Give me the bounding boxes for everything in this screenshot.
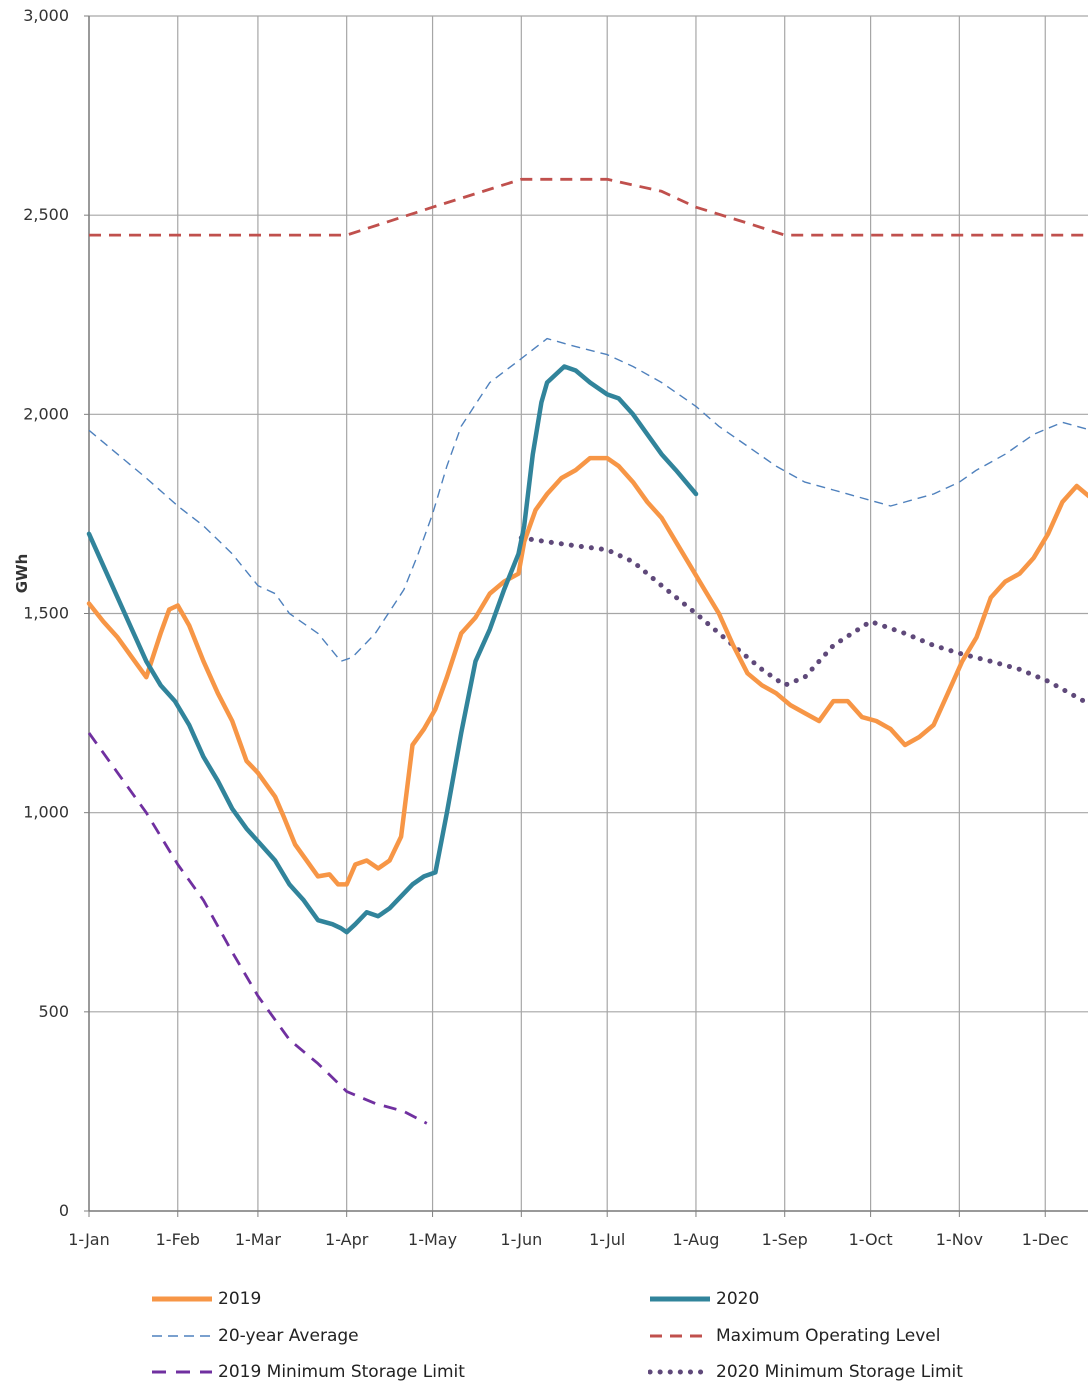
gridlines bbox=[84, 15, 1088, 1217]
x-tick-label: 1-Sep bbox=[762, 1230, 808, 1249]
legend-swatch-2020-minimum-storage-limit bbox=[648, 1369, 712, 1375]
x-axis-tick-labels: 1-Jan 1-Feb 1-Mar 1-Apr 1-May 1-Jun 1-Jul 1-Aug… bbox=[68, 1230, 1068, 1249]
series-line-maximum-operating-level bbox=[89, 177, 1088, 237]
legend-swatch-maximum-operating-level bbox=[650, 1334, 710, 1338]
legend-swatch-20-year-average bbox=[152, 1335, 212, 1337]
legend-item-maximum-operating-level: Maximum Operating Level bbox=[648, 1322, 940, 1350]
legend-item-2019-minimum-storage-limit: 2019 Minimum Storage Limit bbox=[150, 1358, 465, 1386]
x-tick-label: 1-May bbox=[408, 1230, 457, 1249]
y-tick-label: 1,000 bbox=[23, 803, 69, 822]
series-line-2019 bbox=[86, 455, 1088, 887]
y-tick-label: 500 bbox=[38, 1002, 69, 1021]
series-line-20-year-average bbox=[88, 337, 1088, 662]
legend-label-2019-minimum-storage-limit: 2019 Minimum Storage Limit bbox=[218, 1362, 465, 1382]
legend-label-2020: 2020 bbox=[716, 1289, 760, 1309]
x-tick-label: 1-Apr bbox=[325, 1230, 369, 1249]
y-tick-label: 2,000 bbox=[23, 404, 69, 423]
x-tick-label: 1-Jan bbox=[68, 1230, 110, 1249]
x-tick-label: 1-Mar bbox=[235, 1230, 282, 1249]
x-tick-label: 1-Aug bbox=[673, 1230, 720, 1249]
y-tick-label: 0 bbox=[59, 1201, 69, 1220]
y-tick-label: 2,500 bbox=[23, 205, 69, 224]
y-tick-label: 1,500 bbox=[23, 604, 69, 623]
y-axis-tick-labels: 0 500 1,000 1,500 2,000 2,500 3,000 bbox=[23, 6, 69, 1220]
legend-swatch-2020 bbox=[650, 1296, 710, 1302]
chart-canvas: 0 500 1,000 1,500 2,000 2,500 3,000 1-Jan 1-Feb… bbox=[13, 6, 1088, 1249]
legend-item-20-year-average: 20-year Average bbox=[150, 1322, 359, 1350]
legend-label-2020-minimum-storage-limit: 2020 Minimum Storage Limit bbox=[716, 1362, 963, 1382]
x-tick-label: 1-Nov bbox=[936, 1230, 983, 1249]
y-tick-label: 3,000 bbox=[23, 6, 69, 25]
legend-item-2019: 2019 bbox=[150, 1285, 261, 1313]
legend-swatch-2019-minimum-storage-limit bbox=[152, 1370, 212, 1374]
series-lines bbox=[86, 177, 1088, 1125]
y-axis-title: GWh bbox=[13, 554, 31, 594]
legend-swatch-2019 bbox=[152, 1296, 212, 1302]
series-line-2019-minimum-storage-limit bbox=[87, 732, 428, 1125]
x-tick-label: 1-Jun bbox=[500, 1230, 542, 1249]
series-line-2020-minimum-storage-limit bbox=[518, 535, 1088, 707]
series-line-2020 bbox=[86, 364, 699, 935]
x-tick-label: 1-Dec bbox=[1022, 1230, 1069, 1249]
legend-item-2020: 2020 bbox=[648, 1285, 759, 1313]
x-tick-label: 1-Feb bbox=[156, 1230, 200, 1249]
legend-item-2020-minimum-storage-limit: 2020 Minimum Storage Limit bbox=[648, 1358, 963, 1386]
legend-label-20-year-average: 20-year Average bbox=[218, 1326, 359, 1346]
legend: 2019 2020 20-year Average Maximum Operat… bbox=[0, 1280, 1088, 1382]
x-tick-label: 1-Jul bbox=[589, 1230, 625, 1249]
legend-label-maximum-operating-level: Maximum Operating Level bbox=[716, 1326, 941, 1346]
x-tick-label: 1-Oct bbox=[849, 1230, 893, 1249]
legend-label-2019: 2019 bbox=[218, 1289, 262, 1309]
